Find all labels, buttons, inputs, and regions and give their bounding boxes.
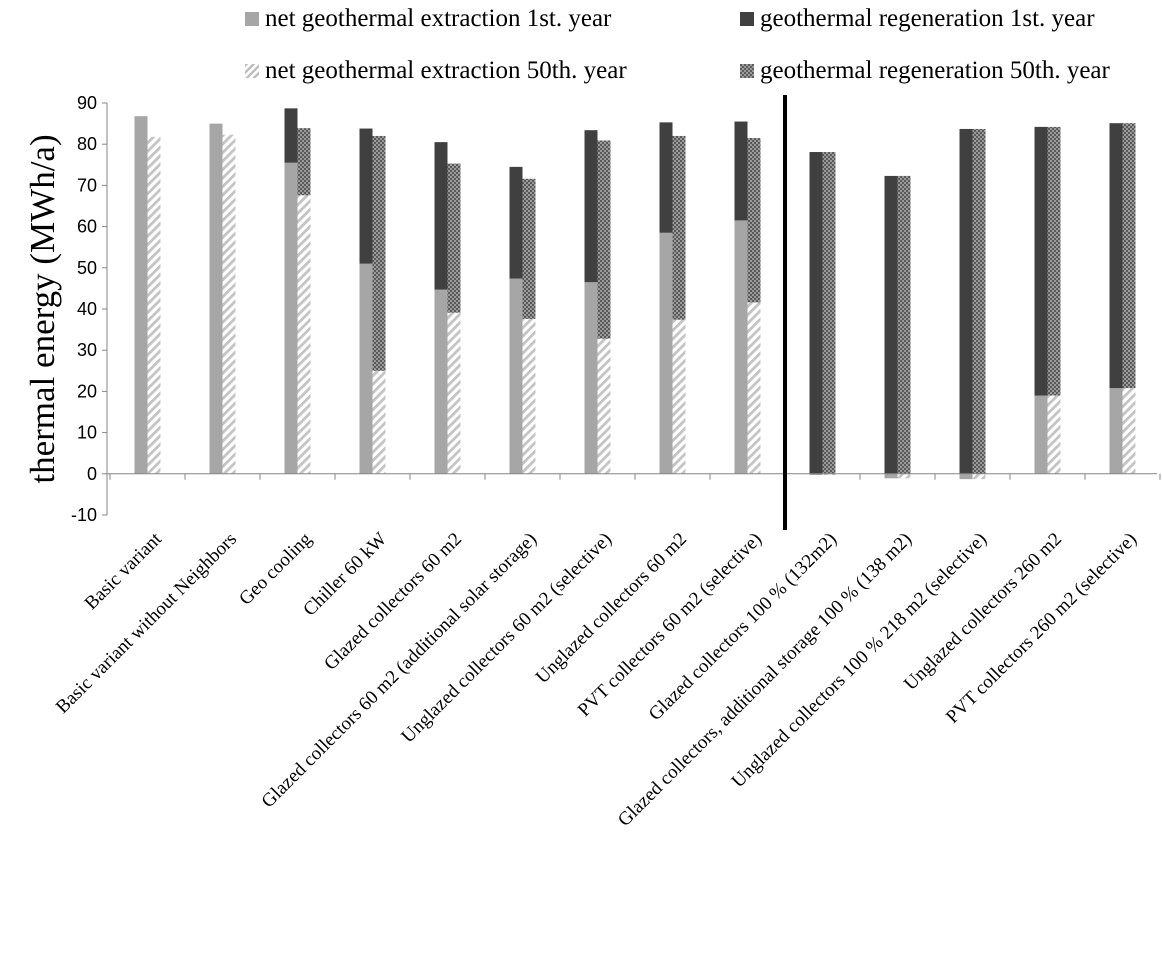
- bar-0-0: [134, 116, 148, 474]
- bar-1-13: [1109, 123, 1123, 389]
- bar-1-3: [359, 128, 373, 264]
- bar-2-8: [747, 302, 761, 474]
- bar-3-4: [447, 163, 461, 313]
- bar-2-0: [147, 136, 161, 474]
- bar-1-5: [509, 166, 523, 279]
- y-tick-label: -10: [71, 505, 97, 525]
- bar-1-4: [434, 142, 448, 290]
- y-axis-title: thermal energy (MWh/a): [23, 134, 62, 483]
- x-category-label: Unglazed collectors 260 m2: [900, 529, 1066, 695]
- bar-3-9: [822, 152, 836, 474]
- bar-1-9: [809, 152, 823, 474]
- bar-2-10: [897, 473, 911, 479]
- bar-3-5: [522, 178, 536, 319]
- x-category-label: Unglazed collectors 100 % 218 m2 (select…: [728, 529, 991, 792]
- y-tick-label: 30: [77, 340, 97, 360]
- bar-0-7: [659, 232, 673, 474]
- bar-0-8: [734, 220, 748, 474]
- bar-1-12: [1034, 126, 1048, 396]
- bar-3-2: [297, 128, 311, 196]
- bar-3-13: [1122, 123, 1136, 389]
- y-tick-label: 80: [77, 134, 97, 154]
- x-category-label: Glazed collectors 60 m2 (additional sola…: [258, 529, 541, 812]
- bar-3-6: [597, 140, 611, 339]
- x-category-label: Geo cooling: [235, 528, 316, 609]
- bars: [134, 108, 1136, 480]
- bar-1-8: [734, 121, 748, 221]
- bar-0-4: [434, 289, 448, 474]
- bar-3-10: [897, 175, 911, 474]
- bar-1-7: [659, 122, 673, 233]
- legend-swatch-regeneration-50th: [740, 64, 754, 78]
- bar-2-2: [297, 195, 311, 474]
- bar-0-9: [809, 473, 823, 476]
- axes: [106, 95, 1161, 530]
- bar-2-4: [447, 312, 461, 474]
- y-tick-label: 40: [77, 299, 97, 319]
- bar-0-1: [209, 123, 223, 474]
- bar-3-8: [747, 138, 761, 303]
- x-category-label: Glazed collectors 60 m2: [320, 529, 466, 675]
- legend-label-extraction-1st: net geothermal extraction 1st. year: [265, 5, 612, 32]
- bar-0-6: [584, 282, 598, 474]
- bar-0-5: [509, 278, 523, 474]
- legend-item-regeneration-1st: geothermal regeneration 1st. year: [740, 5, 1095, 33]
- y-axis-ticks: -10 0 10 20 30 40 50 60 70 80 90: [71, 93, 107, 525]
- bar-1-2: [284, 108, 298, 163]
- bar-1-6: [584, 130, 598, 283]
- legend-swatch-extraction-50th: [245, 64, 259, 78]
- y-tick-label: 10: [77, 423, 97, 443]
- bar-2-11: [972, 473, 986, 480]
- bar-3-3: [372, 135, 386, 371]
- legend-label-regeneration-1st: geothermal regeneration 1st. year: [760, 5, 1095, 32]
- bar-2-6: [597, 338, 611, 474]
- bar-2-13: [1122, 388, 1136, 474]
- legend-swatch-extraction-1st: [245, 12, 259, 26]
- bar-2-3: [372, 370, 386, 474]
- chart-legend: net geothermal extraction 1st. year geot…: [0, 0, 1162, 100]
- legend-item-regeneration-50th: geothermal regeneration 50th. year: [740, 57, 1110, 85]
- y-tick-label: 70: [77, 175, 97, 195]
- legend-item-extraction-1st: net geothermal extraction 1st. year: [245, 5, 611, 33]
- legend-item-extraction-50th: net geothermal extraction 50th. year: [245, 57, 627, 85]
- bar-2-12: [1047, 395, 1061, 474]
- y-tick-label: 60: [77, 217, 97, 237]
- bar-0-12: [1034, 395, 1048, 474]
- y-axis-title-text: thermal energy (MWh/a): [23, 134, 62, 483]
- y-tick-label: 50: [77, 258, 97, 278]
- bar-0-2: [284, 162, 298, 474]
- bar-1-10: [884, 175, 898, 474]
- bar-2-7: [672, 319, 686, 474]
- legend-label-regeneration-50th: geothermal regeneration 50th. year: [760, 57, 1110, 84]
- y-tick-label: 90: [77, 93, 97, 113]
- bar-2-9: [822, 473, 836, 476]
- legend-label-extraction-50th: net geothermal extraction 50th. year: [265, 57, 627, 84]
- bar-1-11: [959, 128, 973, 474]
- legend-swatch-regeneration-1st: [740, 12, 754, 26]
- bar-3-7: [672, 135, 686, 320]
- bar-0-13: [1109, 388, 1123, 474]
- bar-0-11: [959, 473, 973, 480]
- y-tick-label: 0: [87, 464, 97, 484]
- y-tick-label: 20: [77, 381, 97, 401]
- bar-0-10: [884, 473, 898, 479]
- x-category-label: Unglazed collectors 60 m2: [532, 529, 691, 688]
- bar-3-12: [1047, 126, 1061, 396]
- bar-3-11: [972, 128, 986, 474]
- bar-2-1: [222, 134, 236, 474]
- bar-0-3: [359, 263, 373, 474]
- bar-2-5: [522, 318, 536, 474]
